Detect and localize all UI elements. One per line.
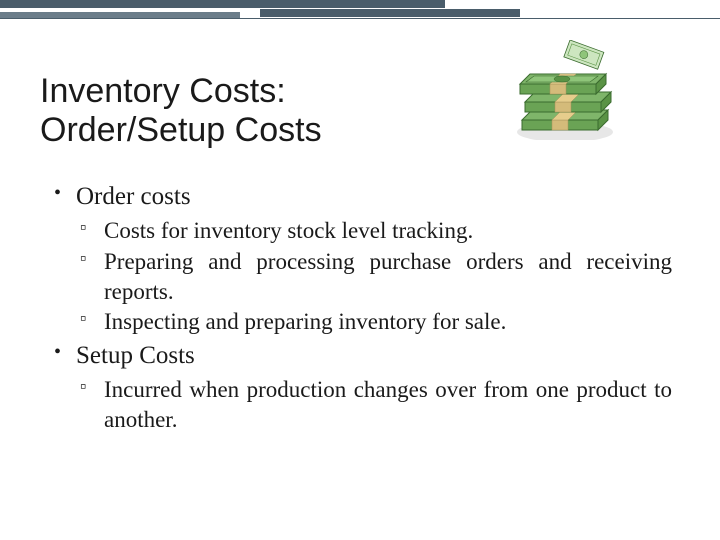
bullet-label: Order costs	[76, 183, 191, 210]
bullet-order-costs: Order costs Costs for inventory stock le…	[52, 180, 672, 337]
slide-title: Inventory Costs: Order/Setup Costs	[40, 72, 322, 150]
decor-bar-1	[0, 0, 445, 8]
sub-bullet: Inspecting and preparing inventory for s…	[76, 307, 672, 337]
bullet-setup-costs: Setup Costs Incurred when production cha…	[52, 339, 672, 435]
sub-bullet-list: Incurred when production changes over fr…	[76, 375, 672, 435]
bullet-list: Order costs Costs for inventory stock le…	[52, 180, 672, 435]
bullet-label: Setup Costs	[76, 342, 195, 369]
sub-bullet-list: Costs for inventory stock level tracking…	[76, 216, 672, 338]
title-line-2: Order/Setup Costs	[40, 111, 322, 149]
header-decoration	[0, 0, 720, 20]
decor-bar-3	[260, 9, 520, 17]
money-stack-icon	[500, 40, 620, 140]
sub-bullet: Preparing and processing purchase orders…	[76, 247, 672, 307]
sub-bullet: Incurred when production changes over fr…	[76, 375, 672, 435]
content-area: Order costs Costs for inventory stock le…	[52, 180, 672, 437]
title-line-1: Inventory Costs:	[40, 72, 286, 110]
sub-bullet: Costs for inventory stock level tracking…	[76, 216, 672, 246]
decor-thin-line	[0, 18, 720, 19]
